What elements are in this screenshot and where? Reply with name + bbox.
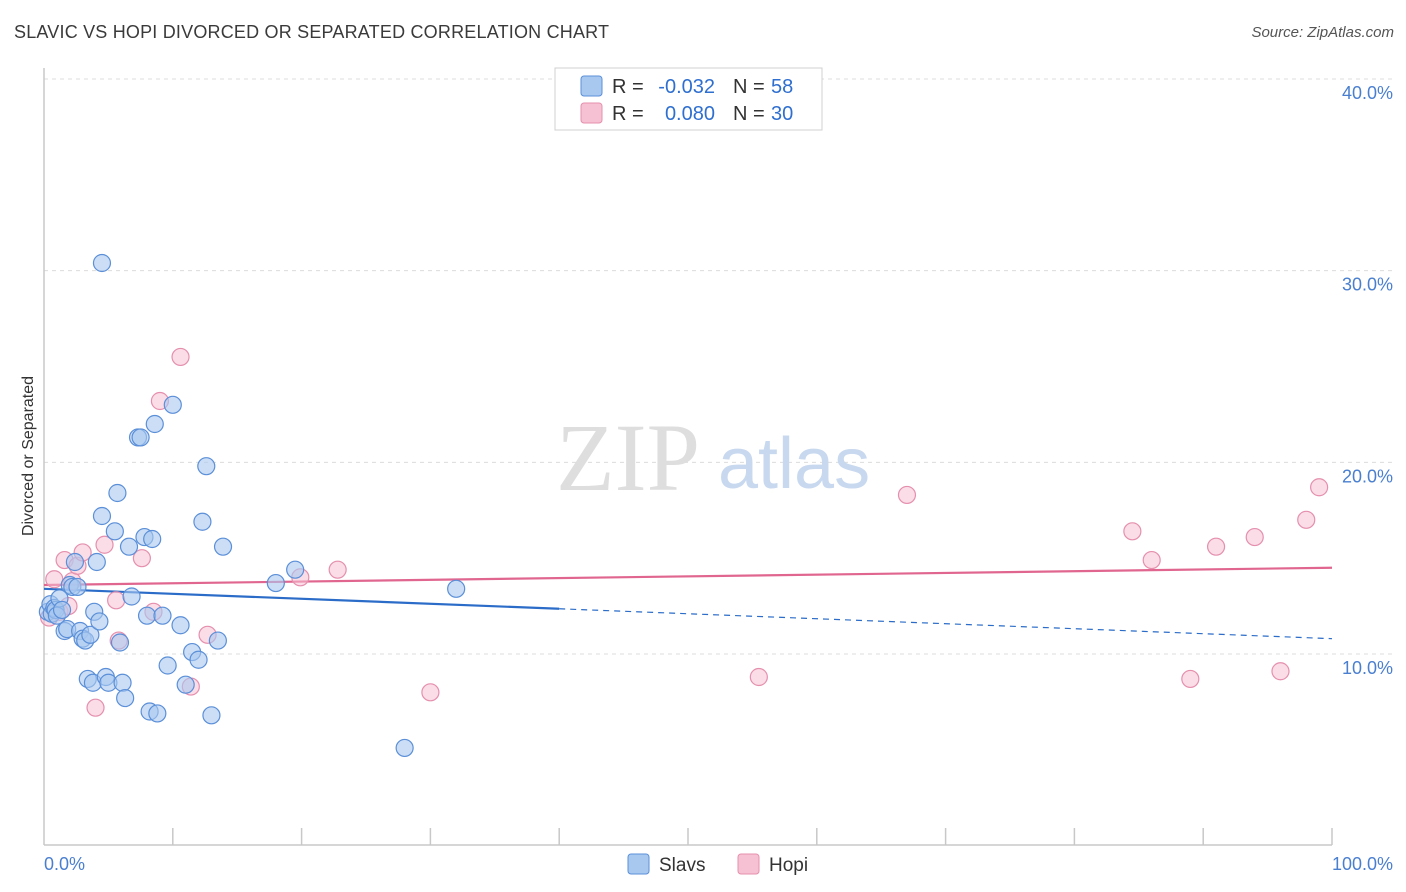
legend-slavs-marker	[627, 853, 650, 875]
hopi-point-25	[1181, 669, 1200, 689]
legend-slavs-swatch	[580, 75, 603, 97]
hopi-point-19	[328, 560, 347, 579]
slavs-point-34	[131, 428, 150, 447]
legend-hopi-n-label: N =	[733, 103, 765, 125]
hopi-point-12	[132, 549, 151, 568]
x-tick-label-min: 0.0%	[44, 854, 85, 874]
slavs-point-36	[137, 606, 157, 625]
watermark-zip: ZIP	[556, 404, 700, 511]
hopi-point-23	[1123, 522, 1142, 541]
hopi-point-10	[107, 591, 126, 610]
x-tick-label-max: 100.0%	[1332, 854, 1393, 874]
slavs-point-48	[193, 512, 212, 531]
x-ticks	[172, 828, 1333, 845]
slavs-point-30	[116, 688, 135, 708]
y-tick-label-30: 30.0%	[1342, 275, 1393, 295]
slavs-point-22	[90, 612, 109, 631]
slavs-point-47	[189, 650, 208, 669]
hopi-point-26	[1206, 537, 1226, 556]
slavs-point-21	[87, 552, 106, 572]
hopi-point-15	[171, 347, 190, 367]
slavs-trend-line-extrapolated	[559, 608, 1333, 640]
slavs-point-54	[286, 560, 305, 579]
legend-hopi-label: Hopi	[769, 855, 808, 876]
hopi-point-27	[1245, 527, 1264, 547]
legend-hopi-r-value: 0.080	[665, 103, 715, 125]
legend-slavs-n-label: N =	[733, 76, 765, 98]
slavs-point-55	[395, 738, 414, 758]
slavs-point-26	[105, 522, 124, 541]
y-axis-title: Divorced or Separated	[20, 376, 37, 536]
slavs-point-41	[153, 606, 172, 625]
hopi-point-9	[95, 535, 114, 554]
watermark-atlas: atlas	[718, 424, 870, 504]
slavs-point-49	[197, 457, 216, 476]
hopi-point-29	[1297, 510, 1316, 529]
slavs-point-31	[119, 537, 139, 556]
hopi-point-24	[1142, 550, 1161, 570]
source-credit: Source: ZipAtlas.com	[1251, 24, 1394, 41]
slavs-point-43	[163, 395, 182, 414]
legend-slavs-r-label: R =	[612, 76, 644, 98]
chart-title: SLAVIC VS HOPI DIVORCED OR SEPARATED COR…	[14, 22, 610, 42]
slavs-point-28	[110, 633, 130, 652]
slavs-point-40	[148, 704, 167, 723]
slavs-point-53	[266, 573, 285, 593]
hopi-point-28	[1271, 662, 1290, 681]
legend-hopi-marker	[737, 853, 760, 875]
slavs-point-57	[92, 253, 112, 273]
slavs-point-32	[122, 587, 141, 606]
slavs-point-51	[208, 631, 227, 650]
hopi-point-22	[897, 485, 917, 505]
hopi-point-1	[45, 570, 64, 589]
legend-slavs-r-value: -0.032	[658, 76, 715, 98]
slavs-point-27	[108, 483, 127, 503]
legend-hopi-r-label: R =	[612, 103, 644, 125]
watermark: ZIP atlas	[556, 404, 870, 511]
hopi-point-21	[749, 667, 768, 687]
slavs-point-13	[68, 577, 87, 597]
slavs-point-44	[171, 616, 190, 635]
slavs-point-7	[52, 600, 72, 620]
hopi-point-8	[86, 698, 105, 717]
gridlines	[44, 78, 1392, 655]
slavs-point-38	[143, 529, 162, 549]
y-tick-label-40: 40.0%	[1342, 83, 1393, 103]
slavs-point-12	[65, 552, 85, 572]
series-legend: Slavs Hopi	[627, 853, 808, 876]
correlation-legend: R = -0.032 N = 58 R = 0.080 N = 30	[554, 67, 823, 131]
slavs-point-56	[447, 579, 466, 598]
legend-hopi-swatch	[580, 102, 603, 124]
slavs-point-18	[81, 625, 100, 644]
trend-lines	[43, 566, 1333, 640]
slavs-point-52	[213, 537, 233, 556]
y-tick-label-10: 10.0%	[1342, 658, 1393, 678]
legend-slavs-n-value: 58	[771, 76, 793, 98]
hopi-point-20	[421, 683, 440, 702]
slavs-points	[38, 253, 466, 758]
slavs-point-50	[202, 706, 221, 725]
slavs-point-23	[92, 506, 112, 526]
slavs-point-39	[145, 414, 164, 434]
y-tick-label-20: 20.0%	[1342, 466, 1393, 486]
hopi-point-30	[1310, 478, 1329, 497]
legend-slavs-label: Slavs	[659, 855, 705, 876]
slavs-point-29	[113, 673, 132, 692]
hopi-trend-line	[43, 566, 1333, 587]
y-tick-labels: 10.0% 20.0% 30.0% 40.0%	[1342, 83, 1393, 678]
slavs-point-45	[176, 675, 195, 694]
slavs-point-42	[158, 656, 177, 675]
legend-hopi-n-value: 30	[771, 103, 793, 125]
